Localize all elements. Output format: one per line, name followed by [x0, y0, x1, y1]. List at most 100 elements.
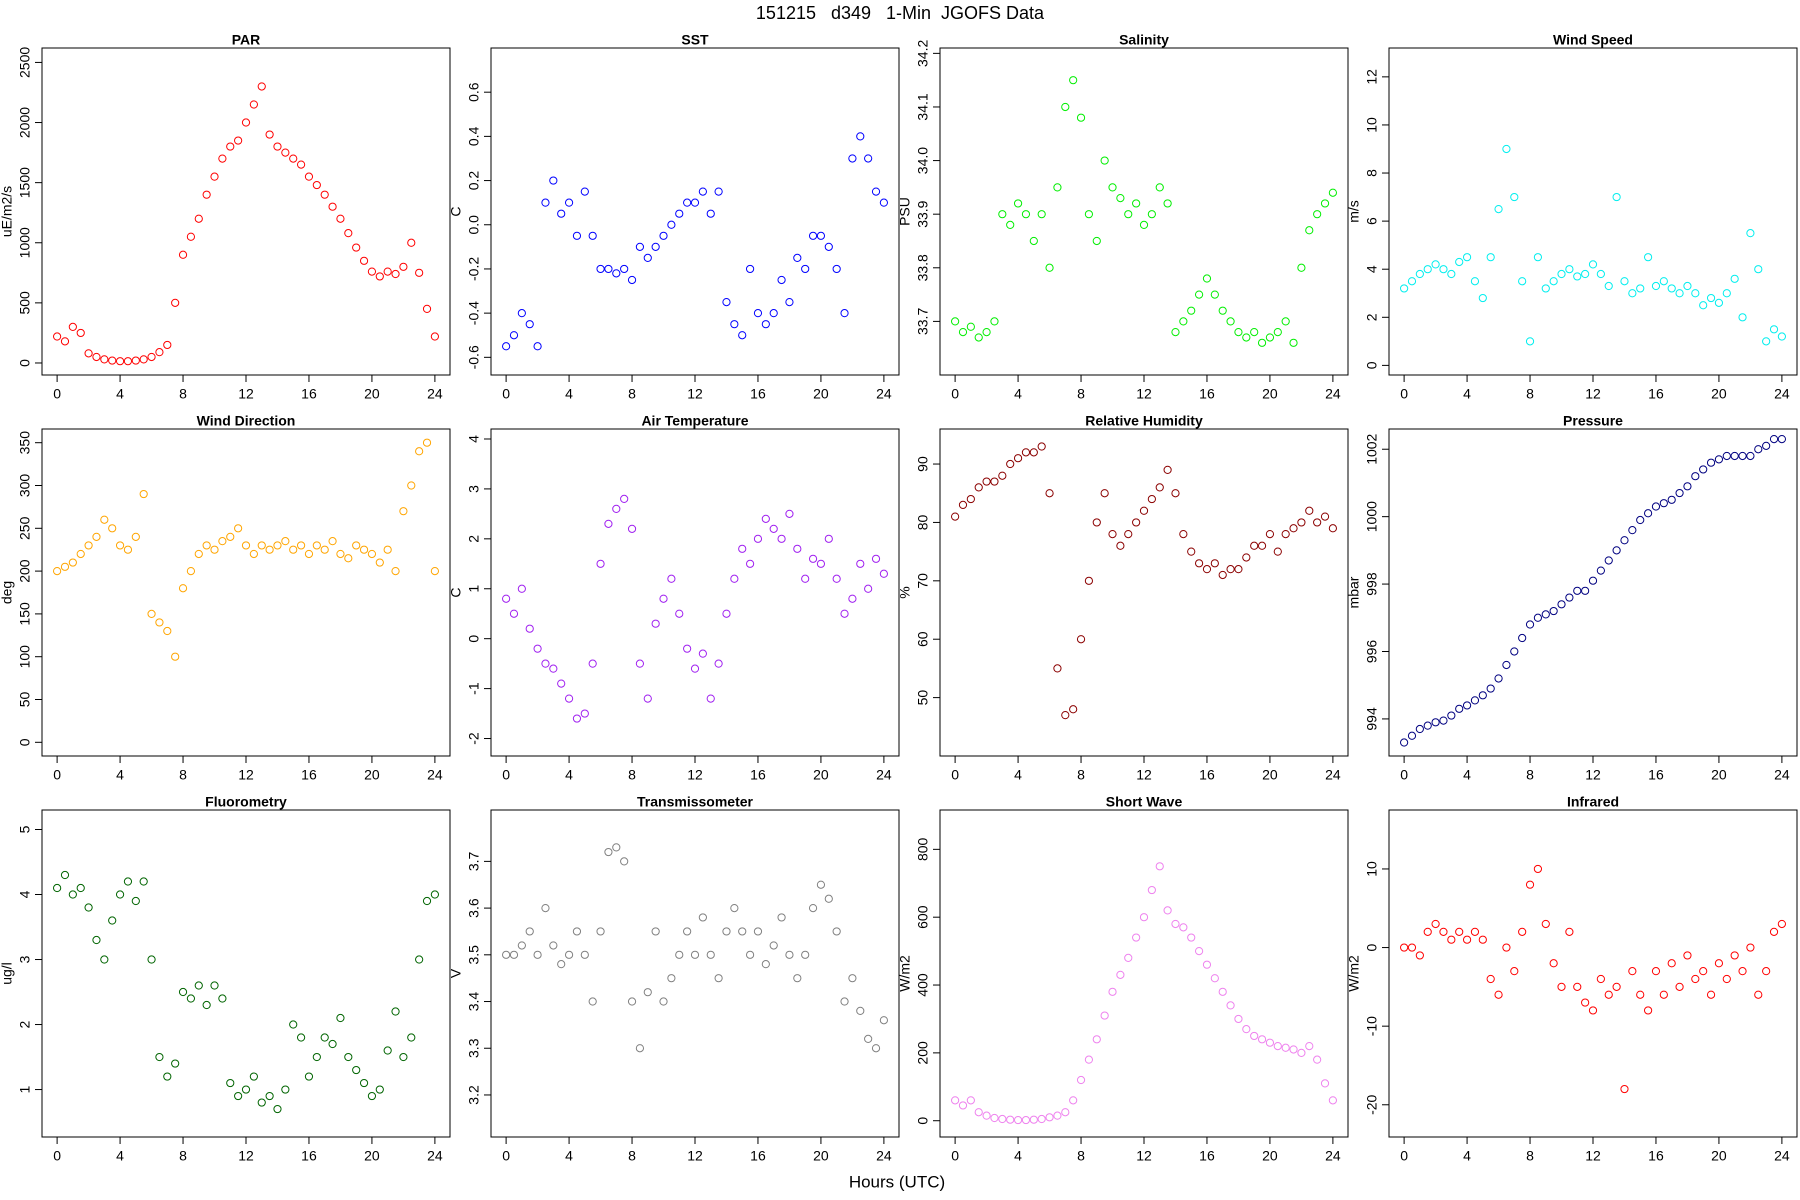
y-tick-label: 3.2: [466, 1085, 482, 1105]
data-point: [1699, 301, 1708, 310]
data-point: [604, 847, 613, 857]
y-tick-label: 33.9: [915, 200, 931, 227]
data-point: [1581, 269, 1590, 279]
data-point: [1029, 1115, 1038, 1124]
data-point: [651, 927, 660, 936]
data-point: [951, 317, 960, 326]
y-tick-label: 300: [17, 474, 33, 498]
data-point: [1281, 317, 1290, 326]
data-point: [1762, 337, 1771, 346]
data-point: [769, 309, 778, 318]
data-point: [1061, 711, 1070, 720]
data-point: [761, 514, 770, 523]
data-point: [816, 559, 826, 568]
data-point: [769, 524, 778, 533]
data-point: [123, 357, 133, 366]
data-point: [147, 609, 156, 619]
data-point: [1013, 1115, 1023, 1125]
data-point: [1604, 556, 1613, 565]
data-point: [194, 981, 203, 990]
data-point: [627, 997, 637, 1006]
data-point: [667, 974, 676, 983]
data-point: [1187, 306, 1196, 315]
data-point: [738, 927, 747, 936]
data-point: [273, 142, 282, 151]
data-point: [588, 231, 597, 240]
x-tick-label: 20: [1262, 767, 1278, 783]
data-point: [352, 1065, 361, 1075]
x-tick-label: 12: [1585, 1148, 1601, 1164]
data-point: [171, 298, 180, 307]
y-tick-label: 996: [1364, 640, 1380, 664]
data-point: [706, 950, 715, 959]
data-point: [1037, 1114, 1046, 1124]
data-point: [1683, 281, 1692, 291]
data-point: [1746, 229, 1755, 238]
data-point: [1762, 441, 1771, 450]
plot-frame: [41, 809, 451, 1138]
y-tick-label: 12: [1364, 69, 1380, 85]
x-tick-label: 8: [1526, 767, 1534, 783]
data-point: [1328, 188, 1337, 197]
x-tick-label: 16: [750, 386, 766, 402]
data-point: [1155, 483, 1164, 492]
data-point: [1518, 633, 1527, 643]
data-point: [186, 994, 196, 1003]
panel: Short Wave W/m2 0 4 8 12 16 20 24 0 200 400 600 800: [897, 794, 1349, 1164]
y-axis-label: W/m2: [1346, 955, 1362, 992]
data-point: [824, 242, 833, 251]
data-point: [1667, 495, 1676, 504]
data-point: [871, 554, 881, 563]
y-tick-label: 250: [17, 516, 33, 540]
data-point: [840, 609, 849, 618]
data-point: [683, 644, 692, 653]
data-point: [840, 309, 849, 318]
data-point: [1636, 515, 1645, 525]
data-point: [265, 1091, 274, 1101]
data-point: [1124, 530, 1133, 539]
data-point: [1187, 547, 1196, 556]
data-point: [1092, 236, 1101, 246]
data-point: [383, 545, 392, 554]
data-point: [620, 857, 629, 866]
y-tick-label: 10: [1364, 861, 1380, 877]
data-point: [1533, 864, 1543, 874]
data-point: [241, 1085, 251, 1094]
data-point: [1242, 553, 1251, 562]
y-axis-label: %: [897, 586, 913, 598]
data-point: [509, 609, 519, 618]
data-point: [879, 198, 888, 207]
data-point: [596, 927, 605, 936]
data-point: [1045, 1113, 1054, 1122]
data-point: [1313, 1055, 1322, 1064]
data-point: [753, 309, 763, 318]
y-tick-label: 2: [466, 535, 482, 543]
data-point: [226, 1078, 235, 1088]
data-point: [399, 1052, 408, 1062]
data-point: [509, 331, 519, 340]
data-point: [320, 190, 329, 199]
y-tick-label: 2: [17, 1020, 33, 1028]
data-point: [1313, 518, 1322, 527]
y-tick-label: 2000: [17, 107, 33, 138]
data-point: [320, 545, 329, 554]
data-point: [320, 1033, 329, 1042]
data-point: [415, 955, 424, 964]
panel-title: Relative Humidity: [1085, 413, 1203, 429]
data-point: [422, 304, 432, 313]
data-point: [612, 504, 621, 513]
x-tick-label: 4: [565, 1148, 573, 1164]
y-tick-label: 80: [915, 514, 931, 530]
data-point: [1250, 328, 1259, 337]
x-tick-label: 12: [238, 1148, 254, 1164]
data-point: [651, 619, 660, 628]
data-point: [1620, 536, 1629, 545]
y-tick-label: 994: [1364, 707, 1380, 731]
data-point: [1651, 281, 1661, 291]
data-point: [753, 927, 763, 936]
data-point: [1691, 472, 1700, 481]
data-point: [1061, 1108, 1070, 1117]
data-point: [53, 332, 62, 341]
data-point: [1714, 455, 1724, 464]
